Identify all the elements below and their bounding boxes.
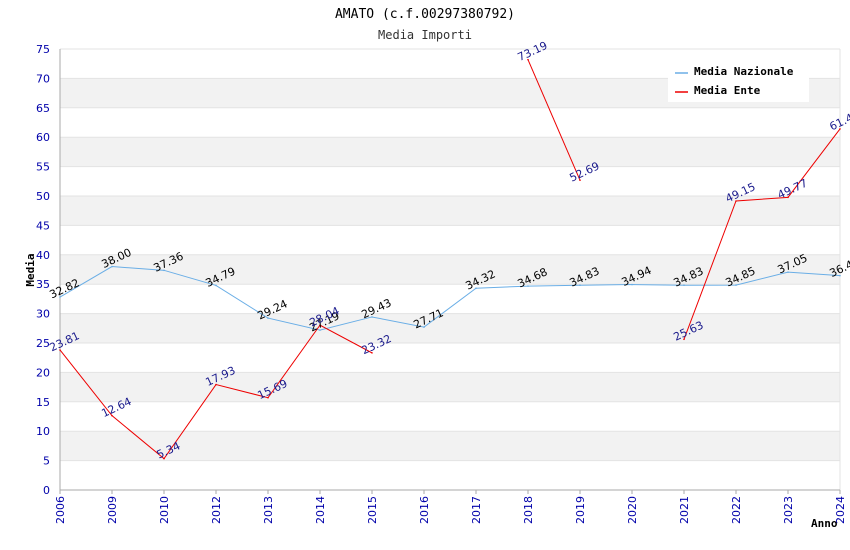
x-tick-label: 2015: [366, 496, 379, 524]
x-tick-label: 2016: [418, 496, 431, 524]
y-tick-label: 0: [43, 484, 50, 497]
grid-band: [60, 137, 840, 167]
y-tick-label: 50: [36, 190, 50, 203]
data-point-media-nazionale: [267, 317, 269, 319]
data-point-media-ente: [683, 338, 685, 341]
data-point-media-ente: [735, 200, 737, 202]
chart-subtitle: Media Importi: [378, 28, 472, 42]
x-tick-label: 2020: [626, 496, 639, 524]
grid-band: [60, 284, 840, 314]
y-tick-label: 40: [36, 249, 50, 262]
data-point-media-ente: [371, 352, 373, 354]
data-point-media-ente: [111, 414, 113, 417]
y-tick-label: 20: [36, 366, 50, 379]
series-line-media-ente: [527, 59, 581, 181]
x-tick-label: 2014: [314, 496, 327, 524]
series-line-media-nazionale: [59, 266, 841, 331]
data-point-media-ente: [267, 396, 269, 399]
data-point-media-nazionale: [631, 283, 633, 286]
legend-box: [668, 60, 809, 102]
data-point-media-nazionale: [111, 265, 113, 268]
y-tick-label: 35: [36, 278, 50, 291]
y-tick-label: 55: [36, 161, 50, 174]
grid-band: [60, 401, 840, 432]
legend: Media Nazionale Media Ente: [668, 60, 809, 102]
series-lines: [59, 58, 841, 460]
grid-band: [60, 431, 840, 461]
data-point-media-ente: [319, 324, 321, 326]
x-tick-label: 2017: [470, 496, 483, 524]
axes: [59, 49, 840, 491]
y-tick-label: 60: [36, 131, 50, 144]
grid-band: [60, 225, 840, 255]
data-point-media-ente: [579, 179, 581, 181]
data-point-media-nazionale: [319, 329, 321, 331]
legend-label-media-nazionale: Media Nazionale: [694, 65, 794, 78]
grid-band: [60, 343, 840, 373]
x-tick-label: 2006: [54, 496, 67, 524]
data-point-media-ente: [163, 457, 165, 460]
x-tick-label: 2013: [262, 496, 275, 524]
data-point-media-nazionale: [683, 284, 685, 286]
data-point-media-nazionale: [59, 296, 61, 298]
y-tick-label: 70: [36, 72, 50, 85]
data-point-media-ente: [839, 128, 841, 130]
x-tick-label: 2022: [730, 496, 743, 524]
x-axis-title: Anno: [811, 517, 838, 530]
y-tick-label: 25: [36, 337, 50, 350]
x-tick-label: 2024: [834, 496, 847, 524]
data-point-media-nazionale: [527, 285, 529, 287]
data-point-media-nazionale: [579, 284, 581, 286]
y-axis-title: Media: [24, 253, 37, 286]
data-point-media-ente: [527, 58, 529, 61]
data-point-media-ente: [215, 383, 217, 386]
grid-band: [60, 372, 840, 402]
series-line-media-ente: [683, 128, 841, 340]
x-tick-label: 2021: [678, 496, 691, 524]
x-axis-ticks: 2006 2009 2010 2012 2013 2014 2015 2016 2017 2018…: [54, 490, 847, 524]
y-tick-label: 15: [36, 396, 50, 409]
x-tick-label: 2010: [158, 496, 171, 524]
x-tick-label: 2023: [782, 496, 795, 524]
x-tick-label: 2009: [106, 496, 119, 524]
grid-band: [60, 460, 840, 490]
data-point-media-nazionale: [371, 316, 373, 318]
grid-band: [60, 196, 840, 226]
data-point-media-nazionale: [475, 287, 477, 289]
y-tick-label: 65: [36, 102, 50, 115]
grid-band: [60, 166, 840, 196]
y-tick-label: 30: [36, 308, 50, 321]
y-tick-label: 10: [36, 425, 50, 438]
x-tick-label: 2012: [210, 496, 223, 524]
data-point-media-ente: [787, 196, 789, 199]
data-point-media-nazionale: [215, 284, 217, 287]
data-point-media-nazionale: [163, 269, 165, 272]
data-point-media-nazionale: [839, 274, 841, 277]
x-tick-label: 2018: [522, 496, 535, 524]
data-point-media-nazionale: [423, 326, 425, 328]
grid-bands: [60, 49, 840, 490]
y-tick-label: 5: [43, 455, 50, 468]
data-point-media-ente: [59, 349, 61, 351]
data-point-media-nazionale: [787, 271, 789, 273]
x-tick-label: 2019: [574, 496, 587, 524]
y-axis-ticks: 0 5 10 15 20 25 30 35 40 45 50 55 60 65 70 75: [36, 43, 50, 497]
grid-band: [60, 313, 840, 343]
y-tick-label: 45: [36, 219, 50, 232]
data-point-media-nazionale: [735, 284, 737, 286]
chart-title: AMATO (c.f.00297380792): [335, 7, 515, 22]
grid-band: [60, 107, 840, 138]
y-tick-label: 75: [36, 43, 50, 56]
legend-label-media-ente: Media Ente: [694, 84, 761, 97]
